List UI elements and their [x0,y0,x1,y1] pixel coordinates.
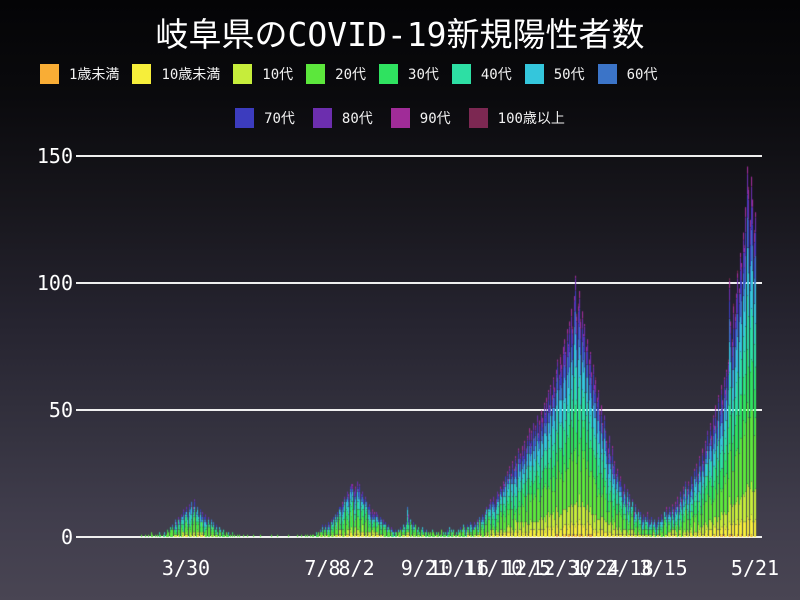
x-tick-label: 2/18 [605,556,654,580]
x-tick-label: 3/15 [639,556,688,580]
x-tick-label: 3/30 [161,556,211,580]
x-tick-label: 1/24 [571,556,620,580]
x-tick-label: 7/8 [304,556,341,580]
x-tick-label: 12/5 [503,556,552,580]
x-tick-label: 9/21 [400,556,449,580]
x-tick-label: 12/30 [531,556,592,580]
x-tick-label: 11/10 [462,556,524,580]
x-tick-label: 5/21 [730,556,780,580]
x-tick-label: 10/16 [428,556,490,580]
x-tick-label: 8/2 [338,556,375,580]
